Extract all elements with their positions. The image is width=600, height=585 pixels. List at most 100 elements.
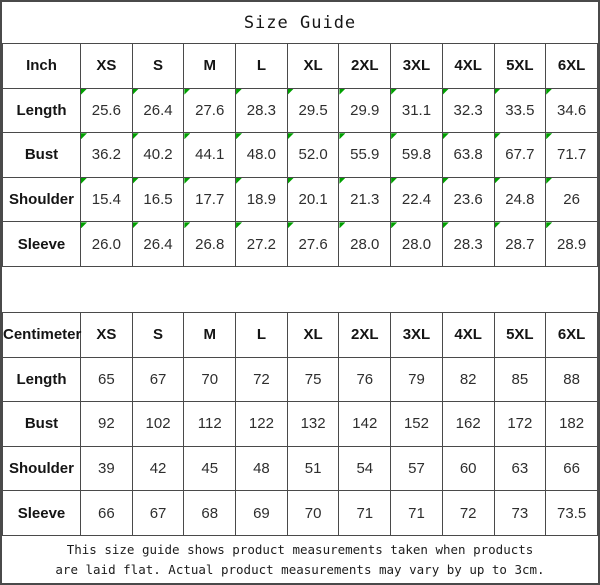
- measurement-cell: 26.4: [131, 87, 185, 134]
- measurement-cell: 73: [493, 490, 547, 536]
- flag-icon: [236, 177, 243, 184]
- measurement-cell: 57: [390, 445, 443, 492]
- measurement-cell: 26: [545, 176, 598, 223]
- cell-value: 26.4: [143, 101, 173, 119]
- measurement-cell: 28.3: [441, 221, 495, 267]
- flag-icon: [81, 133, 87, 140]
- unit-label: Centimeter: [2, 312, 81, 358]
- measurement-cell: 112: [183, 401, 237, 447]
- flag-icon: [391, 133, 398, 140]
- measurement-cell: 88: [545, 356, 598, 403]
- inch-size-table: Inch XS S M L XL 2XL 3XL 4XL 5XL 6XL Len…: [2, 43, 598, 267]
- measurement-cell: 27.2: [235, 221, 288, 267]
- size-header-cell: M: [183, 43, 237, 89]
- spacer-row: [2, 267, 598, 312]
- measurement-cell: 71: [338, 490, 392, 536]
- cell-value: 26.4: [143, 235, 173, 253]
- row-label: Bust: [2, 132, 81, 178]
- cell-value: 31.1: [401, 101, 432, 119]
- measurement-cell: 44.1: [183, 132, 237, 178]
- cell-value: 17.7: [195, 191, 225, 209]
- measurement-cell: 76: [338, 356, 392, 403]
- flag-icon: [132, 133, 139, 140]
- cell-value: 28.9: [556, 235, 587, 253]
- flag-icon: [546, 88, 553, 95]
- cell-value: 22.4: [401, 191, 432, 209]
- measurement-cell: 45: [183, 445, 237, 492]
- measurement-cell: 132: [286, 401, 340, 447]
- measurement-cell: 60: [441, 445, 495, 492]
- flag-icon: [132, 177, 139, 184]
- size-header-cell: 4XL: [441, 312, 495, 358]
- table-row: Shoulder 15.4 16.5 17.7 18.9 20.1 21.3 2…: [2, 176, 598, 223]
- cell-value: 26.8: [195, 235, 225, 253]
- measurement-cell: 26.0: [80, 221, 133, 267]
- measurement-cell: 34.6: [545, 87, 598, 134]
- size-header-cell: 2XL: [338, 312, 392, 358]
- flag-icon: [81, 177, 87, 184]
- flag-icon: [287, 222, 294, 229]
- measurement-cell: 122: [235, 401, 288, 447]
- measurement-cell: 79: [390, 356, 443, 403]
- size-header-cell: 3XL: [390, 43, 443, 89]
- measurement-cell: 39: [80, 445, 133, 492]
- flag-icon: [184, 177, 191, 184]
- measurement-cell: 18.9: [235, 176, 288, 223]
- measurement-cell: 70: [183, 356, 237, 403]
- cell-value: 25.6: [91, 101, 121, 119]
- measurement-cell: 71.7: [545, 132, 598, 178]
- measurement-cell: 17.7: [183, 176, 237, 223]
- unit-label: Inch: [2, 43, 81, 89]
- row-label: Bust: [2, 401, 81, 447]
- measurement-cell: 21.3: [338, 176, 392, 223]
- cell-value: 52.0: [298, 146, 328, 164]
- flag-icon: [442, 88, 449, 95]
- measurement-cell: 69: [235, 490, 288, 536]
- size-header-cell: 6XL: [545, 312, 598, 358]
- measurement-cell: 92: [80, 401, 133, 447]
- flag-icon: [287, 133, 294, 140]
- footer-note: This size guide shows product measuremen…: [2, 536, 598, 583]
- measurement-cell: 23.6: [441, 176, 495, 223]
- size-header-cell: 3XL: [390, 312, 443, 358]
- table-row: Sleeve 26.0 26.4 26.8 27.2 27.6 28.0 28.…: [2, 221, 598, 267]
- measurement-cell: 73.5: [545, 490, 598, 536]
- table-row: Shoulder 39 42 45 48 51 54 57 60 63 66: [2, 445, 598, 492]
- measurement-cell: 63: [493, 445, 547, 492]
- page-title: Size Guide: [243, 12, 357, 33]
- footer-note-line1: This size guide shows product measuremen…: [66, 542, 534, 558]
- flag-icon: [184, 133, 191, 140]
- measurement-cell: 85: [493, 356, 547, 403]
- measurement-cell: 27.6: [286, 221, 340, 267]
- cell-value: 32.3: [453, 101, 483, 119]
- flag-icon: [132, 88, 139, 95]
- measurement-cell: 28.0: [338, 221, 392, 267]
- measurement-cell: 152: [390, 401, 443, 447]
- cell-value: 23.6: [453, 191, 483, 209]
- measurement-cell: 68: [183, 490, 237, 536]
- cell-value: 29.9: [350, 101, 380, 119]
- size-header-cell: S: [131, 43, 185, 89]
- flag-icon: [132, 222, 139, 229]
- measurement-cell: 48: [235, 445, 288, 492]
- flag-icon: [546, 133, 553, 140]
- flag-icon: [339, 177, 346, 184]
- size-header-cell: XS: [80, 312, 133, 358]
- cell-value: 28.3: [453, 235, 483, 253]
- measurement-cell: 26.8: [183, 221, 237, 267]
- size-header-row: Centimeter XS S M L XL 2XL 3XL 4XL 5XL 6…: [2, 312, 598, 358]
- cell-value: 27.6: [195, 101, 225, 119]
- measurement-cell: 65: [80, 356, 133, 403]
- table-row: Bust 36.2 40.2 44.1 48.0 52.0 55.9 59.8 …: [2, 132, 598, 178]
- measurement-cell: 27.6: [183, 87, 237, 134]
- measurement-cell: 29.5: [286, 87, 340, 134]
- size-header-cell: 5XL: [493, 43, 547, 89]
- measurement-cell: 26.4: [131, 221, 185, 267]
- measurement-cell: 42: [131, 445, 185, 492]
- cell-value: 71.7: [556, 146, 587, 164]
- row-label: Shoulder: [2, 445, 81, 492]
- flag-icon: [287, 88, 294, 95]
- cell-value: 27.6: [298, 235, 328, 253]
- size-header-cell: XL: [286, 43, 340, 89]
